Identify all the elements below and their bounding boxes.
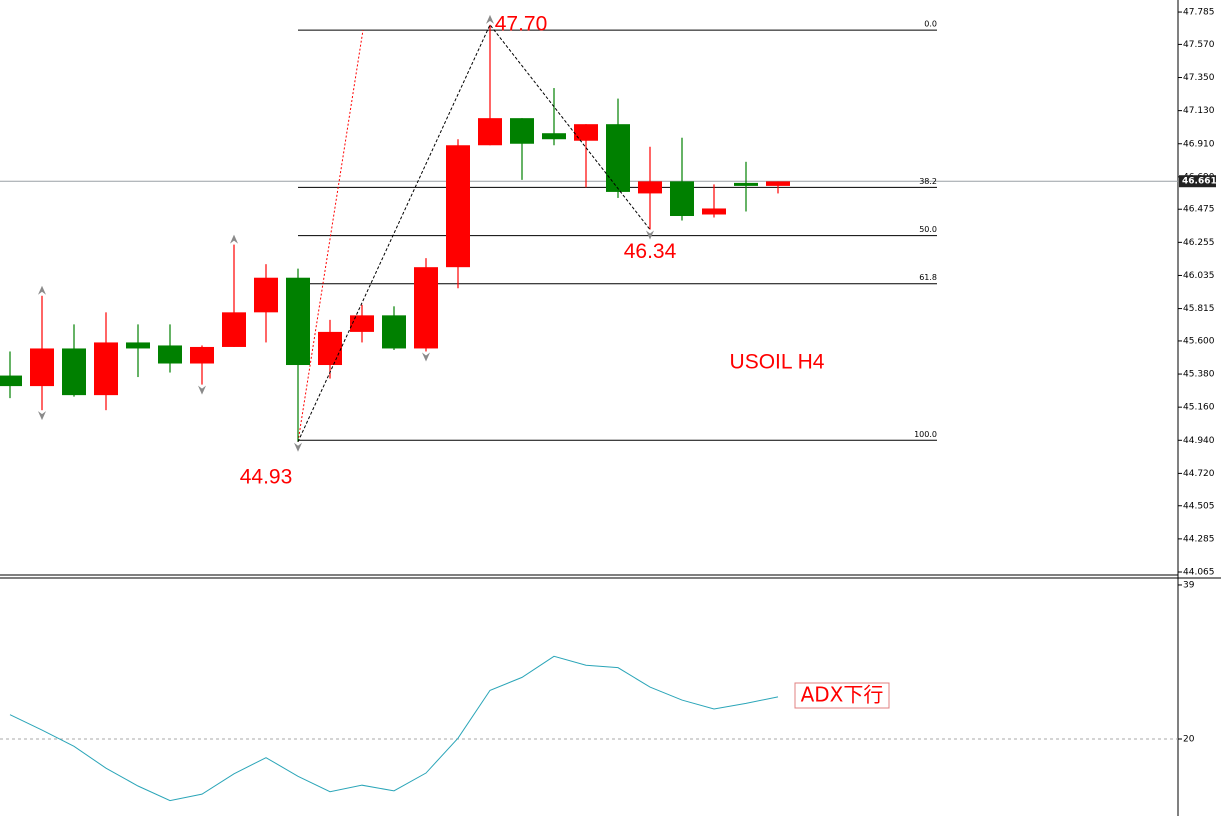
y-tick-label: 39 [1183,580,1195,590]
y-tick-label: 47.570 [1183,40,1215,50]
fractal-arrow [38,411,46,421]
candle-body [510,118,534,144]
y-tick-label: 44.720 [1183,469,1215,479]
fractal-arrow [422,352,430,362]
last-price-label: 46.661 [1182,177,1217,187]
candle-body [222,312,246,347]
fib-level-label: 61.8 [919,273,937,282]
y-tick-label: 47.785 [1183,8,1215,18]
y-tick-label: 44.940 [1183,436,1215,446]
price-annotation: 44.93 [240,465,293,488]
y-tick-label: 47.130 [1183,106,1215,116]
candle-body [542,133,566,140]
y-tick-label: 46.475 [1183,205,1215,215]
fractal-arrow [230,234,238,244]
price-annotation: 47.70 [495,12,548,35]
candle-body [350,315,374,332]
y-tick-label: 44.285 [1183,534,1215,544]
fib-trendline [297,30,364,442]
y-tick-label: 44.505 [1183,501,1215,511]
candle-body [574,124,598,141]
y-tick-label: 45.160 [1183,403,1215,413]
candle-body [30,348,54,387]
candle-body [606,124,630,192]
zigzag [297,23,651,442]
candle-body [158,345,182,364]
y-tick-label: 46.910 [1183,139,1215,149]
fib-level-label: 100.0 [914,430,937,439]
chart-title: USOIL H4 [730,351,825,374]
y-tick-label: 46.035 [1183,271,1215,281]
fib-level-label: 0.0 [924,20,937,29]
candle-body [286,277,310,366]
candle-body [94,342,118,396]
candle-body [638,181,662,194]
adx-line [9,655,779,802]
fractal-arrow [294,442,302,452]
candle-body [254,277,278,313]
annotation-box [794,682,890,709]
candle-body [702,208,726,215]
fib-level-label: 50.0 [919,225,937,234]
fractal-arrow [646,230,654,240]
candle-body [446,145,470,268]
candle-body [414,267,438,349]
candle-body [670,181,694,217]
y-tick-label: 45.380 [1183,370,1215,380]
fractal-arrow [198,385,206,395]
y-tick-label: 45.815 [1183,304,1215,314]
y-tick-label: 46.255 [1183,238,1215,248]
y-tick-label: 44.065 [1183,567,1215,577]
fractal-arrow [38,285,46,295]
candle-body [62,348,86,396]
candle-body [734,182,758,186]
adx-annotation: ADX下行 [801,683,884,707]
price-annotation: 46.34 [624,240,677,263]
candle-body [0,375,22,387]
candle-body [382,315,406,349]
y-tick-label: 45.600 [1183,336,1215,346]
y-tick-label: 20 [1183,734,1195,744]
last-price-box [1179,175,1216,188]
fractal-arrow [486,14,494,24]
y-tick-label: 47.350 [1183,73,1215,83]
candle-body [478,118,502,146]
candle-body [126,342,150,349]
candle-body [318,331,342,366]
candle-body [190,346,214,364]
fib-level-label: 38.2 [919,177,937,186]
candle-body [766,181,790,186]
